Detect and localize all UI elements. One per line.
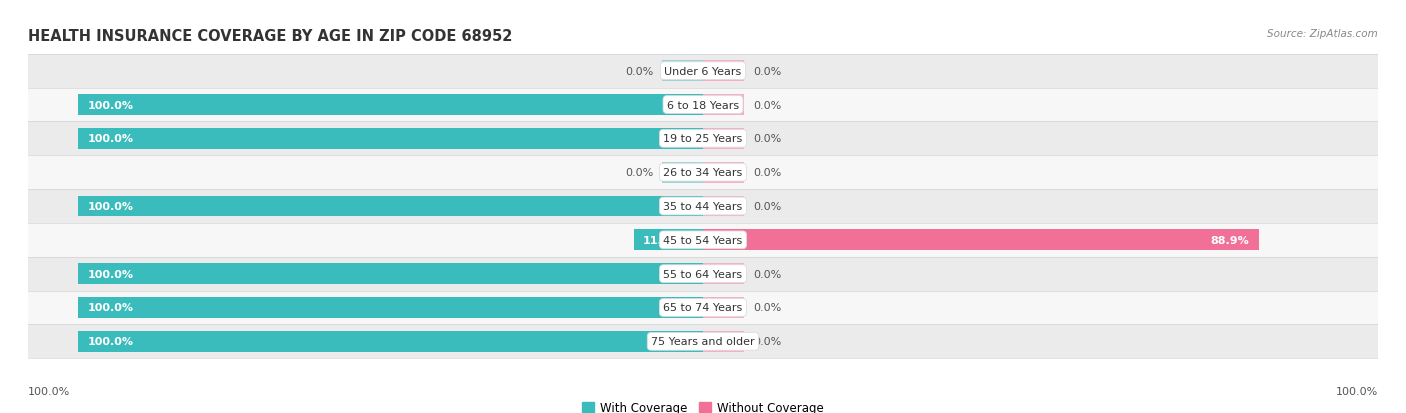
- Text: 100.0%: 100.0%: [28, 387, 70, 396]
- Text: Under 6 Years: Under 6 Years: [665, 66, 741, 76]
- Bar: [703, 230, 1258, 251]
- Bar: [15, 291, 1391, 325]
- Text: HEALTH INSURANCE COVERAGE BY AGE IN ZIP CODE 68952: HEALTH INSURANCE COVERAGE BY AGE IN ZIP …: [28, 29, 513, 44]
- Bar: [15, 257, 1391, 291]
- Bar: [15, 156, 1391, 190]
- Text: 26 to 34 Years: 26 to 34 Years: [664, 168, 742, 178]
- Text: 100.0%: 100.0%: [87, 202, 134, 211]
- Text: 100.0%: 100.0%: [87, 337, 134, 347]
- Legend: With Coverage, Without Coverage: With Coverage, Without Coverage: [582, 401, 824, 413]
- Bar: [79, 297, 703, 318]
- Text: 6 to 18 Years: 6 to 18 Years: [666, 100, 740, 110]
- Text: 100.0%: 100.0%: [87, 100, 134, 110]
- Bar: [15, 325, 1391, 358]
- Text: 55 to 64 Years: 55 to 64 Years: [664, 269, 742, 279]
- Bar: [703, 128, 744, 150]
- Bar: [15, 122, 1391, 156]
- Text: 35 to 44 Years: 35 to 44 Years: [664, 202, 742, 211]
- Text: 11.1%: 11.1%: [643, 235, 682, 245]
- Bar: [79, 263, 703, 285]
- Text: 100.0%: 100.0%: [87, 134, 134, 144]
- Bar: [79, 196, 703, 217]
- Bar: [703, 61, 744, 82]
- Text: 0.0%: 0.0%: [754, 168, 782, 178]
- Bar: [15, 223, 1391, 257]
- Text: 45 to 54 Years: 45 to 54 Years: [664, 235, 742, 245]
- Bar: [79, 128, 703, 150]
- Text: 19 to 25 Years: 19 to 25 Years: [664, 134, 742, 144]
- Text: 0.0%: 0.0%: [624, 66, 652, 76]
- Text: 88.9%: 88.9%: [1211, 235, 1249, 245]
- Text: 65 to 74 Years: 65 to 74 Years: [664, 303, 742, 313]
- Text: 0.0%: 0.0%: [754, 303, 782, 313]
- Bar: [662, 162, 703, 183]
- Bar: [703, 162, 744, 183]
- Text: 75 Years and older: 75 Years and older: [651, 337, 755, 347]
- Bar: [634, 230, 703, 251]
- Bar: [79, 95, 703, 116]
- Text: 0.0%: 0.0%: [754, 337, 782, 347]
- Text: 0.0%: 0.0%: [754, 66, 782, 76]
- Text: 100.0%: 100.0%: [1336, 387, 1378, 396]
- Bar: [703, 263, 744, 285]
- Bar: [703, 196, 744, 217]
- Bar: [15, 88, 1391, 122]
- Text: 100.0%: 100.0%: [87, 303, 134, 313]
- Bar: [15, 190, 1391, 223]
- Text: 0.0%: 0.0%: [754, 269, 782, 279]
- Bar: [15, 55, 1391, 88]
- Bar: [79, 331, 703, 352]
- Bar: [662, 61, 703, 82]
- Text: 0.0%: 0.0%: [624, 168, 652, 178]
- Bar: [703, 297, 744, 318]
- Bar: [703, 95, 744, 116]
- Text: 100.0%: 100.0%: [87, 269, 134, 279]
- Text: Source: ZipAtlas.com: Source: ZipAtlas.com: [1267, 29, 1378, 39]
- Bar: [703, 331, 744, 352]
- Text: 0.0%: 0.0%: [754, 134, 782, 144]
- Text: 0.0%: 0.0%: [754, 202, 782, 211]
- Text: 0.0%: 0.0%: [754, 100, 782, 110]
